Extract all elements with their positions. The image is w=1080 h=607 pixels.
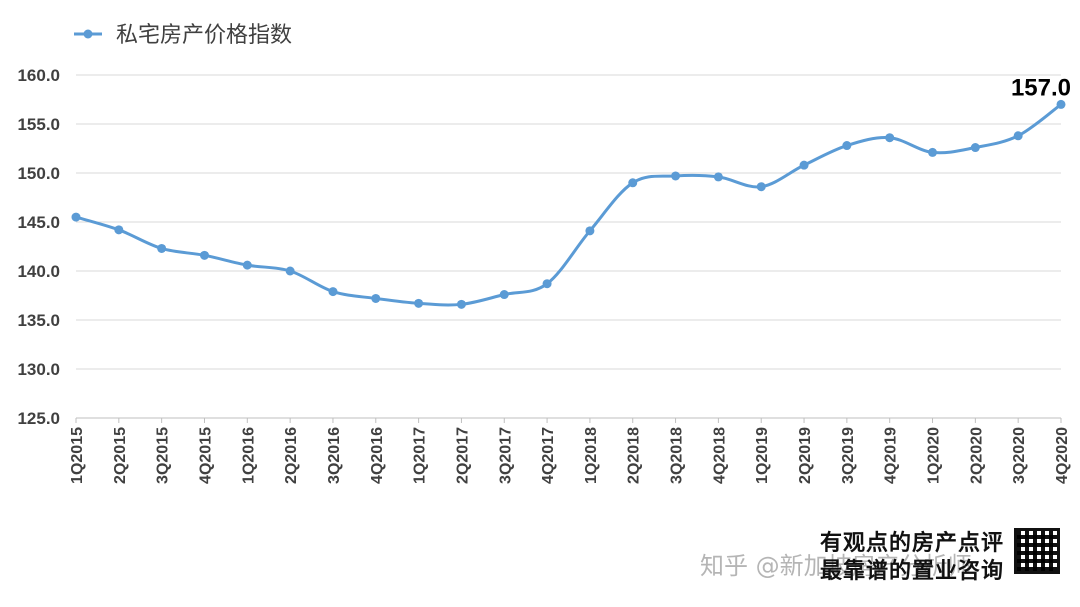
slogan-line-1: 有观点的房产点评 [819,530,1004,556]
data-point [799,160,809,170]
data-point [1013,131,1023,141]
data-point [585,226,595,236]
y-tick-label: 125.0 [17,409,60,428]
x-tick-label: 4Q2018 [711,427,728,484]
x-tick-label: 3Q2019 [840,427,857,484]
data-point [756,182,766,192]
data-point [157,243,167,253]
legend-label: 私宅房产价格指数 [116,23,292,48]
x-tick-label: 1Q2018 [583,427,600,484]
data-point [713,172,723,182]
data-point [371,293,381,303]
x-axis-ticks: 1Q2015 2Q2015 3Q2015 4Q2015 1Q2016 2Q2016 3Q20… [69,427,1071,484]
data-point [628,178,638,188]
data-point [328,287,338,297]
last-point-data-label: 157.0 [1011,74,1071,101]
data-point [928,147,938,157]
watermark: 知乎 @新加坡房产分析师 [700,552,972,580]
x-tick-label: 4Q2020 [1054,427,1071,484]
legend-marker-icon [83,29,93,39]
data-point [114,225,124,235]
data-point [671,171,681,181]
grid-lines [76,74,1061,419]
data-point [71,212,81,222]
data-point [970,143,980,153]
y-axis-ticks: 125.0 130.0 135.0 140.0 145.0 150.0 155.0 160.0 [17,66,60,428]
x-tick-label: 4Q2017 [540,427,557,484]
x-tick-label: 4Q2016 [369,427,386,484]
x-tick-label: 3Q2015 [155,427,172,484]
slogan-line-2: 最靠谱的置业咨询 [819,558,1004,584]
data-point [542,279,552,289]
data-point [885,133,895,143]
y-tick-label: 130.0 [17,360,60,379]
x-tick-label: 3Q2016 [326,427,343,484]
data-point [456,299,466,309]
y-tick-label: 160.0 [17,66,60,85]
y-tick-label: 140.0 [17,262,60,281]
data-point [499,290,509,300]
y-tick-label: 150.0 [17,164,60,183]
x-tick-label: 1Q2019 [754,427,771,484]
x-tick-label: 1Q2020 [926,427,943,484]
x-tick-label: 2Q2016 [283,427,300,484]
x-tick-label: 1Q2016 [240,427,257,484]
data-point [242,260,252,270]
y-tick-label: 145.0 [17,213,60,232]
data-point [842,141,852,151]
x-tick-label: 3Q2020 [1011,427,1028,484]
x-tick-label: 1Q2017 [412,427,429,484]
series-group [71,99,1066,309]
y-tick-label: 135.0 [17,311,60,330]
data-point [1056,99,1066,109]
x-tick-label: 4Q2015 [197,427,214,484]
x-tick-label: 2Q2018 [626,427,643,484]
x-tick-label: 4Q2019 [883,427,900,484]
qr-code-icon [1014,528,1060,574]
y-tick-label: 155.0 [17,115,60,134]
data-point [199,250,209,260]
x-tick-label: 2Q2020 [968,427,985,484]
legend: 私宅房产价格指数 [74,23,292,48]
x-axis [75,418,1062,423]
data-point [285,266,295,276]
x-tick-label: 3Q2017 [497,427,514,484]
series-line [75,103,1062,307]
x-tick-label: 2Q2019 [797,427,814,484]
data-point [414,298,424,308]
x-tick-label: 1Q2015 [69,427,86,484]
x-tick-label: 2Q2017 [454,427,471,484]
x-tick-label: 3Q2018 [669,427,686,484]
x-tick-label: 2Q2015 [112,427,129,484]
